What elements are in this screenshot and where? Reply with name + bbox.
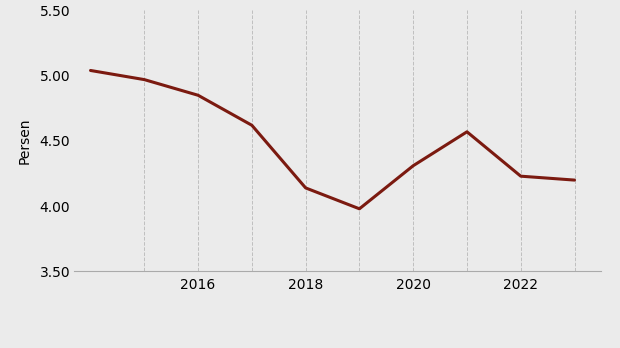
- Y-axis label: Persen: Persen: [17, 118, 31, 164]
- Line: Kota Semarang: Kota Semarang: [91, 70, 575, 209]
- Kota Semarang: [302, 186, 309, 190]
- Kota Semarang: [87, 68, 94, 72]
- Kota Semarang: [409, 164, 417, 168]
- Kota Semarang: [463, 130, 471, 134]
- Kota Semarang: [194, 93, 202, 97]
- Kota Semarang: [356, 207, 363, 211]
- Kota Semarang: [141, 78, 148, 82]
- Kota Semarang: [571, 178, 578, 182]
- Kota Semarang: [248, 123, 255, 127]
- Kota Semarang: [517, 174, 525, 178]
